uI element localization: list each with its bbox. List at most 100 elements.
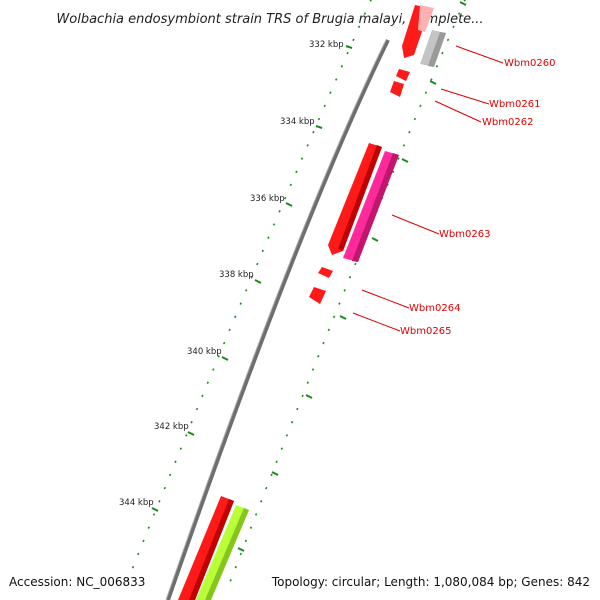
minor-tick [343, 289, 346, 292]
minor-tick [275, 460, 278, 464]
minor-tick [329, 91, 332, 94]
minor-tick [340, 65, 344, 68]
kbp-major-tick [254, 279, 262, 284]
minor-tick [357, 25, 361, 29]
minor-tick [397, 157, 400, 160]
gene-features [178, 5, 446, 600]
minor-tick [185, 434, 188, 437]
minor-tick [260, 500, 263, 503]
minor-tick [369, 0, 372, 2]
minor-tick [327, 328, 330, 332]
minor-tick [311, 368, 315, 371]
minor-tick [430, 78, 433, 81]
accession-text: Accession: NC_006833 [9, 575, 145, 589]
kbp-tick-label: 344 kbp [119, 498, 154, 508]
gene-wbm0264[interactable] [318, 267, 333, 278]
gene-wbm0263-pink-shade [352, 153, 399, 262]
minor-tick [289, 183, 292, 187]
minor-tick [206, 381, 209, 384]
minor-tick [234, 565, 237, 569]
gene-label[interactable]: Wbm0261 [489, 99, 540, 110]
minor-tick [335, 78, 338, 81]
gene-wbm0263-red-shade [338, 145, 382, 251]
gene-wbm0260-grey-shade [428, 32, 446, 67]
minor-tick [239, 552, 242, 556]
minor-tick [280, 447, 283, 450]
minor-tick [348, 275, 352, 279]
minor-tick [254, 513, 258, 516]
gene-label[interactable]: Wbm0262 [482, 117, 533, 128]
gene-leaders [352, 45, 504, 332]
minor-tick [190, 420, 193, 424]
minor-tick [441, 51, 444, 55]
minor-tick [285, 434, 289, 437]
minor-tick [322, 341, 325, 345]
minor-tick [317, 355, 320, 358]
minor-tick [142, 539, 145, 543]
gene-wbm0260-red-light [418, 5, 434, 32]
scale-ring [126, 0, 372, 582]
kbp-tick-label: 332 kbp [309, 40, 344, 50]
minor-tick [249, 526, 253, 529]
gene-label[interactable]: Wbm0265 [400, 326, 451, 337]
genome-backbone-highlight [165, 39, 387, 600]
minor-tick [239, 302, 242, 305]
gene-label[interactable]: Wbm0263 [439, 229, 490, 240]
minor-tick [446, 38, 450, 42]
kbp-tick-label: 340 kbp [187, 347, 222, 357]
minor-tick [323, 104, 326, 108]
kbp-major-tick [187, 431, 195, 436]
minor-tick [212, 368, 215, 371]
gene-label[interactable]: Wbm0264 [409, 303, 460, 314]
kbp-tick-label: 342 kbp [154, 422, 189, 432]
minor-tick [332, 315, 336, 319]
minor-tick [228, 328, 231, 332]
kbp-ticks: 332 kbp 334 kbp 336 kbp 338 kbp 340 kbp … [119, 40, 353, 512]
minor-tick [295, 170, 298, 174]
minor-tick [452, 25, 455, 29]
minor-tick [363, 12, 367, 15]
minor-tick [265, 486, 268, 490]
minor-tick [301, 394, 304, 398]
kbp-major-tick [315, 125, 323, 129]
minor-tick [457, 12, 461, 15]
minor-tick [217, 355, 220, 358]
minor-tick [223, 341, 226, 345]
minor-tick [408, 130, 411, 134]
minor-tick [267, 236, 270, 239]
minor-tick [419, 104, 422, 108]
minor-tick [245, 289, 248, 292]
minor-tick [463, 0, 466, 2]
kbp-major-tick [345, 45, 353, 49]
minor-tick [152, 513, 156, 516]
feature-ring [229, 0, 466, 582]
kbp-major-tick [151, 507, 159, 512]
gene-wbm0265[interactable] [309, 287, 326, 304]
kbp-tick-label: 334 kbp [280, 117, 315, 127]
minor-tick [158, 500, 161, 503]
minor-tick [163, 486, 166, 490]
minor-tick [270, 473, 273, 477]
minor-tick [312, 130, 315, 134]
genome-summary-text: Topology: circular; Length: 1,080,084 bp… [271, 575, 590, 589]
minor-tick [290, 420, 294, 424]
gene-label[interactable]: Wbm0260 [504, 58, 555, 69]
minor-tick [201, 394, 204, 398]
gene-wbm0262[interactable] [390, 81, 404, 97]
minor-tick [317, 117, 321, 121]
minor-tick [195, 407, 199, 411]
gene-bottom-lime-shade [205, 508, 249, 600]
minor-tick [229, 579, 232, 582]
minor-tick [424, 91, 428, 94]
gene-wbm0261[interactable] [396, 69, 410, 81]
kbp-major-tick [285, 202, 293, 207]
minor-tick [296, 407, 299, 411]
genome-backbone [166, 39, 390, 600]
minor-tick [306, 144, 309, 147]
minor-tick [352, 38, 355, 42]
feature-ring-dashes [237, 1, 467, 552]
minor-tick [179, 447, 182, 450]
minor-tick [413, 117, 417, 121]
gene-bottom-red-shade [189, 499, 234, 600]
